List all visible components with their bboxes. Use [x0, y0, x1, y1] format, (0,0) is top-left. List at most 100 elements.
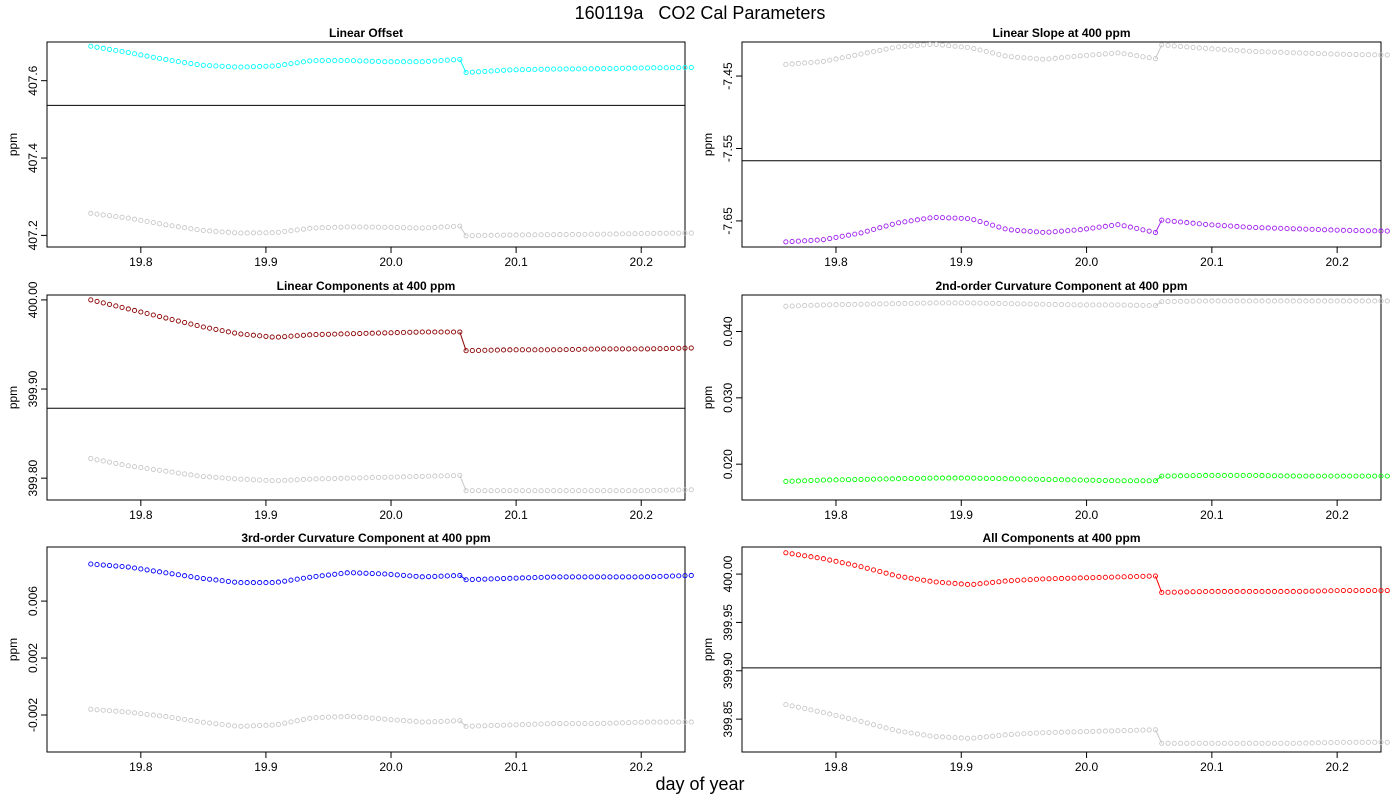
data-point — [1159, 217, 1165, 223]
data-point — [1096, 224, 1102, 230]
data-point — [789, 551, 795, 557]
data-point — [1259, 588, 1265, 595]
data-point — [1140, 302, 1146, 308]
data-point — [1384, 739, 1390, 745]
data-point — [419, 473, 425, 479]
data-point — [1228, 472, 1234, 479]
data-point — [607, 65, 613, 72]
data-point — [194, 718, 200, 724]
panel-title: Linear Components at 400 ppm — [277, 279, 456, 293]
data-point — [369, 330, 375, 336]
data-point — [526, 347, 532, 353]
data-point — [651, 230, 657, 236]
data-point — [601, 574, 607, 580]
data-point — [1046, 476, 1052, 483]
data-point — [532, 721, 538, 727]
data-point — [407, 573, 413, 579]
data-point — [858, 301, 864, 307]
data-point — [1290, 226, 1296, 232]
data-point — [157, 221, 163, 227]
data-point — [1002, 53, 1008, 59]
data-point — [939, 42, 946, 48]
data-point — [501, 576, 507, 582]
data-point — [1315, 740, 1321, 746]
data-point — [1058, 729, 1065, 735]
data-point — [1140, 478, 1146, 484]
data-point — [94, 211, 100, 217]
data-point — [914, 576, 920, 582]
data-point — [150, 54, 156, 60]
data-point — [1246, 48, 1252, 54]
data-point — [858, 718, 864, 724]
data-point — [977, 300, 983, 306]
data-point — [551, 66, 557, 72]
data-point — [250, 477, 256, 483]
data-point — [669, 65, 676, 71]
data-point — [501, 722, 507, 728]
data-point — [1340, 739, 1346, 745]
data-point — [338, 224, 344, 230]
data-point — [1372, 52, 1378, 58]
data-series — [783, 298, 1390, 309]
data-point — [1253, 740, 1259, 746]
data-point — [313, 715, 319, 721]
data-point — [808, 477, 814, 484]
data-point — [257, 333, 263, 339]
data-point — [576, 231, 582, 237]
data-point — [877, 47, 883, 53]
data-point — [977, 47, 983, 53]
data-point — [432, 473, 438, 479]
data-point — [1184, 44, 1190, 50]
data-point — [319, 58, 325, 64]
data-point — [501, 67, 507, 73]
data-point — [1378, 473, 1384, 479]
data-point — [257, 723, 263, 729]
data-point — [213, 474, 219, 480]
data-point — [845, 53, 852, 60]
data-point — [432, 224, 438, 230]
data-point — [282, 477, 288, 483]
plot-frame — [741, 41, 1382, 248]
data-series — [783, 702, 1390, 746]
data-point — [688, 572, 694, 579]
data-point — [1065, 228, 1071, 234]
data-point — [845, 561, 852, 567]
data-point — [275, 721, 281, 727]
data-point — [432, 329, 438, 335]
data-point — [350, 58, 357, 64]
data-point — [538, 488, 544, 494]
data-point — [551, 488, 557, 494]
data-point — [1109, 478, 1115, 484]
data-point — [150, 220, 156, 226]
x-tick-label: 20.0 — [1075, 760, 1099, 774]
data-point — [282, 62, 288, 68]
data-point — [507, 67, 513, 73]
plot-frame — [741, 294, 1382, 501]
data-point — [132, 51, 138, 57]
data-point — [626, 65, 632, 71]
data-point — [182, 60, 188, 66]
data-point — [990, 50, 996, 56]
data-point — [463, 233, 469, 239]
plot-frame — [46, 546, 686, 753]
data-point — [1171, 740, 1177, 746]
data-point — [1265, 225, 1271, 231]
data-point — [1096, 728, 1102, 734]
data-point — [651, 65, 657, 71]
data-point — [676, 487, 682, 493]
data-point — [607, 720, 613, 726]
data-point — [1159, 42, 1165, 48]
data-point — [1278, 588, 1284, 595]
data-point — [363, 475, 369, 481]
data-point — [463, 488, 469, 494]
data-point — [1077, 53, 1083, 59]
data-point — [519, 575, 525, 581]
data-point — [1121, 728, 1127, 734]
data-point — [858, 564, 864, 570]
data-point — [300, 59, 307, 65]
x-tick-label: 19.9 — [950, 255, 974, 269]
data-point — [344, 331, 350, 337]
chart-panel: Linear Components at 400 ppm ppm 19.8 19.9 2… — [6, 279, 694, 522]
y-axis-label: ppm — [6, 638, 20, 661]
data-point — [814, 477, 820, 483]
